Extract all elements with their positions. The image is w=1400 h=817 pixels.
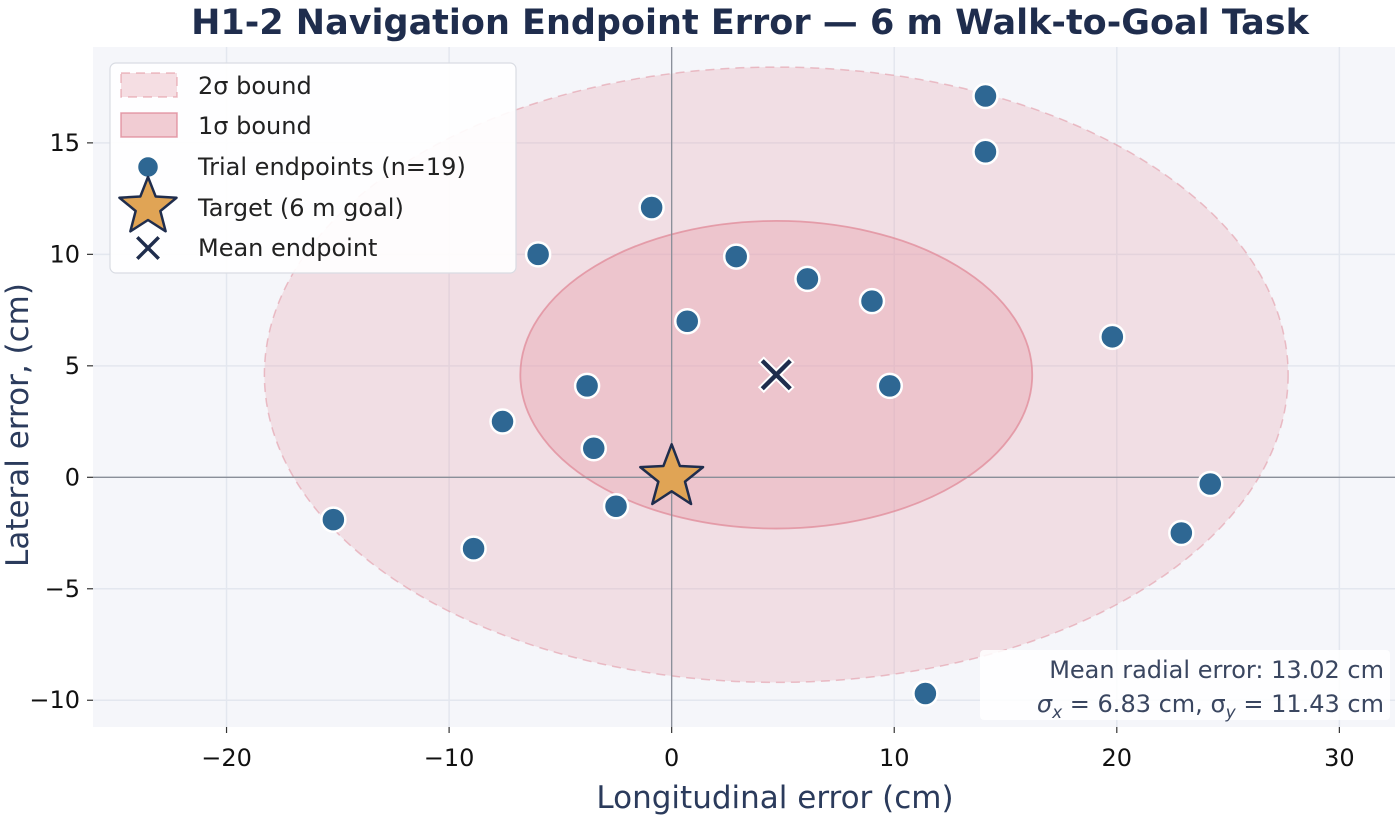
annotation-sigma-y-subscript: y [1225, 703, 1237, 723]
x-tick-label-3: 10 [879, 744, 910, 772]
x-tick-label-0: −20 [201, 744, 252, 772]
legend-marker-target-star-icon [118, 175, 178, 233]
y-tick-label-5: 15 [49, 129, 80, 157]
mean-endpoint-marker [757, 356, 795, 394]
trial-endpoint-18 [912, 680, 939, 707]
annotation-sigma-y-value: = 11.43 cm [1236, 690, 1384, 718]
trial-endpoint-7 [673, 307, 701, 335]
x-axis-label: Longitudinal error (cm) [596, 780, 953, 816]
trial-endpoint-9 [573, 372, 601, 400]
trial-endpoint-8 [1099, 323, 1126, 351]
y-tick-label-3: 5 [65, 352, 80, 380]
y-tick-label-1: −5 [45, 575, 80, 603]
y-tick-label-0: −10 [29, 686, 80, 714]
annotation-sigma-x-subscript: x [1051, 703, 1063, 723]
trial-endpoint-17 [1168, 519, 1195, 547]
legend-swatch-2sigma [120, 72, 178, 98]
trial-endpoint-13 [1197, 470, 1224, 498]
trial-endpoint-11 [489, 408, 516, 435]
legend-label-target: Target (6 m goal) [197, 194, 404, 222]
legend-label-2sigma: 2σ bound [198, 72, 312, 100]
legend-marker-mean-x-icon [133, 233, 163, 263]
target-star-marker [639, 443, 705, 506]
trial-endpoint-14 [602, 493, 630, 520]
trial-endpoint-12 [580, 435, 608, 462]
x-tick-label-5: 30 [1324, 744, 1355, 772]
y-axis-label: Lateral error, (cm) [0, 283, 36, 567]
legend-box [109, 62, 517, 274]
x-tick-label-1: −10 [424, 744, 475, 772]
annotation-sigma-x-symbol: σ [1037, 690, 1053, 718]
x-tick-label-2: 0 [664, 744, 679, 772]
trial-endpoint-16 [460, 535, 487, 562]
legend-label-mean: Mean endpoint [198, 234, 377, 262]
trial-endpoint-4 [722, 243, 750, 270]
trial-endpoint-10 [876, 372, 904, 400]
legend-marker-trials [135, 154, 161, 180]
chart-title: H1-2 Navigation Endpoint Error — 6 m Wal… [191, 3, 1310, 43]
trial-endpoint-0 [972, 82, 999, 110]
legend-swatch-1sigma [120, 112, 178, 138]
y-axis-ticks: −10 −5 0 5 10 15 [29, 129, 93, 714]
zero-reference-lines [93, 47, 1395, 727]
stats-annotation-box [980, 650, 1390, 720]
annotation-sigma-values: σx = 6.83 cm, σy = 11.43 cm [1037, 690, 1384, 723]
annotation-sigma-x-value: = 6.83 cm, σ [1062, 690, 1225, 718]
trial-endpoints [320, 82, 1224, 707]
x-axis-ticks: −20 −10 0 10 20 30 [201, 727, 1355, 772]
y-tick-label-4: 10 [49, 240, 80, 268]
annotation-mean-radial-error: Mean radial error: 13.02 cm [1049, 656, 1384, 684]
x-tick-label-4: 20 [1102, 744, 1133, 772]
stats-annotation: Mean radial error: 13.02 cm σx = 6.83 cm… [980, 650, 1390, 723]
trial-endpoint-15 [320, 506, 347, 533]
trial-endpoint-5 [794, 265, 821, 293]
legend: 2σ bound 1σ bound Trial endpoints (n=19)… [109, 62, 517, 274]
trial-endpoint-3 [524, 241, 552, 268]
trial-endpoint-2 [638, 194, 665, 221]
reference-markers [639, 356, 795, 506]
legend-label-trials: Trial endpoints (n=19) [197, 153, 466, 181]
y-tick-label-2: 0 [65, 463, 80, 491]
trial-endpoint-6 [858, 287, 886, 315]
trial-endpoint-1 [972, 138, 999, 166]
legend-label-1sigma: 1σ bound [198, 112, 312, 140]
